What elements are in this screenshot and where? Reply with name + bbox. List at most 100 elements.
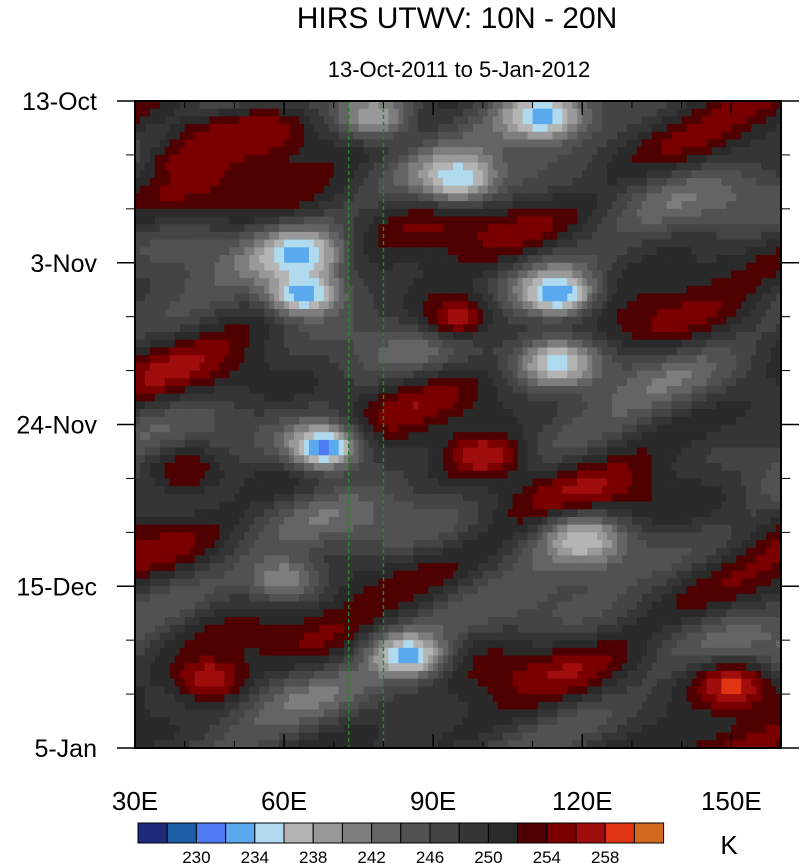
- heatmap-cell: [587, 201, 593, 210]
- heatmap-cell: [736, 185, 742, 195]
- heatmap-cell: [368, 139, 375, 148]
- heatmap-cell: [517, 239, 524, 248]
- heatmap-cell: [348, 131, 355, 141]
- heatmap-cell: [423, 370, 429, 379]
- heatmap-cell: [249, 224, 255, 233]
- heatmap-cell: [731, 108, 737, 117]
- heatmap-cell: [448, 301, 454, 310]
- heatmap-cell: [617, 332, 623, 341]
- heatmap-cell: [254, 124, 260, 133]
- heatmap-cell: [592, 154, 598, 164]
- heatmap-cell: [557, 224, 563, 233]
- heatmap-cell: [164, 347, 171, 356]
- heatmap-cell: [706, 339, 713, 349]
- heatmap-cell: [189, 231, 196, 241]
- heatmap-cell: [681, 247, 688, 256]
- heatmap-cell: [542, 178, 549, 187]
- heatmap-cell: [557, 370, 563, 379]
- heatmap-cell: [438, 193, 444, 202]
- heatmap-cell: [572, 231, 578, 241]
- heatmap-cell: [592, 308, 598, 318]
- heatmap-cell: [706, 108, 713, 117]
- heatmap-cell: [308, 101, 315, 110]
- heatmap-cell: [194, 108, 201, 117]
- heatmap-cell: [686, 378, 693, 387]
- heatmap-cell: [308, 201, 315, 210]
- heatmap-cell: [219, 224, 226, 233]
- heatmap-cell: [378, 332, 385, 341]
- heatmap-cell: [438, 347, 444, 356]
- heatmap-cell: [517, 255, 524, 264]
- heatmap-cell: [418, 385, 424, 395]
- heatmap-cell: [438, 270, 444, 279]
- heatmap-cell: [582, 139, 588, 148]
- heatmap-cell: [453, 231, 459, 241]
- heatmap-cell: [691, 378, 698, 387]
- heatmap-cell: [373, 355, 380, 364]
- heatmap-cell: [507, 378, 514, 387]
- heatmap-cell: [701, 270, 708, 279]
- heatmap-cell: [159, 316, 166, 325]
- heatmap-cell: [766, 385, 772, 395]
- heatmap-cell: [224, 270, 231, 279]
- heatmap-cell: [308, 355, 315, 364]
- heatmap-cell: [477, 131, 484, 141]
- heatmap-cell: [676, 385, 683, 395]
- heatmap-cell: [398, 116, 404, 125]
- heatmap-cell: [701, 108, 708, 117]
- heatmap-cell: [328, 355, 335, 364]
- heatmap-cell: [661, 170, 668, 179]
- heatmap-cell: [393, 332, 399, 341]
- heatmap-cell: [259, 178, 265, 187]
- heatmap-cell: [229, 285, 235, 295]
- heatmap-cell: [766, 147, 772, 156]
- heatmap-cell: [527, 370, 534, 379]
- heatmap-cell: [289, 301, 295, 310]
- heatmap-cell: [224, 170, 231, 179]
- heatmap-cell: [159, 308, 166, 318]
- heatmap-cell: [646, 362, 653, 372]
- heatmap-cell: [234, 285, 240, 295]
- heatmap-cell: [174, 262, 181, 272]
- heatmap-cell: [174, 393, 181, 402]
- heatmap-cell: [766, 216, 772, 225]
- heatmap-cell: [562, 116, 568, 125]
- heatmap-cell: [383, 347, 390, 356]
- heatmap-cell: [373, 278, 380, 287]
- heatmap-cell: [164, 308, 171, 318]
- heatmap-cell: [756, 216, 762, 225]
- heatmap-cell: [368, 347, 375, 356]
- heatmap-cell: [249, 270, 255, 279]
- heatmap-cell: [552, 301, 558, 310]
- heatmap-cell: [726, 278, 732, 287]
- heatmap-cell: [194, 124, 201, 133]
- heatmap-cell: [164, 355, 171, 364]
- heatmap-cell: [656, 116, 663, 125]
- heatmap-cell: [582, 347, 588, 356]
- heatmap-cell: [333, 355, 340, 364]
- heatmap-cell: [716, 378, 722, 387]
- heatmap-cell: [701, 278, 708, 287]
- heatmap-cell: [701, 170, 708, 179]
- heatmap-cell: [631, 324, 638, 333]
- heatmap-cell: [641, 208, 648, 218]
- heatmap-cell: [572, 308, 578, 318]
- heatmap-cell: [239, 378, 245, 387]
- heatmap-cell: [333, 339, 340, 349]
- heatmap-cell: [458, 154, 464, 164]
- heatmap-cell: [368, 378, 375, 387]
- heatmap-cell: [462, 239, 469, 248]
- heatmap-cell: [403, 247, 409, 256]
- heatmap-cell: [388, 247, 394, 256]
- heatmap-cell: [179, 147, 186, 156]
- heatmap-cell: [572, 101, 578, 110]
- heatmap-cell: [612, 193, 618, 202]
- heatmap-cell: [522, 324, 529, 333]
- heatmap-cell: [696, 185, 703, 195]
- heatmap-cell: [174, 347, 181, 356]
- heatmap-cell: [462, 231, 469, 241]
- heatmap-cell: [269, 339, 275, 349]
- heatmap-cell: [567, 255, 573, 264]
- heatmap-cell: [264, 216, 270, 225]
- heatmap-cell: [696, 208, 703, 218]
